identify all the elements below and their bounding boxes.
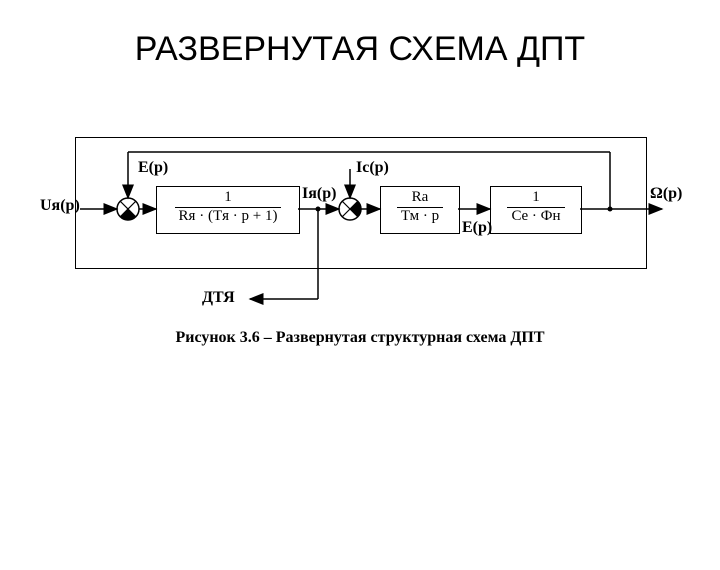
label-dtya: ДТЯ — [202, 289, 235, 307]
dtya-tap — [250, 207, 321, 300]
label-output: Ω(p) — [650, 185, 682, 203]
label-dist: Ic(p) — [356, 159, 389, 177]
label-mid: Iя(p) — [302, 185, 336, 203]
label-fb: E(p) — [138, 159, 168, 177]
page-title: РАЗВЕРНУТАЯ СХЕМА ДПТ — [0, 30, 720, 69]
label-afterb2: E(p) — [462, 219, 492, 237]
figure-caption: Рисунок 3.6 – Развернутая структурная сх… — [50, 329, 670, 347]
label-input: Uя(p) — [40, 197, 80, 215]
block-diagram: 1 Rя · (Tя · p + 1) Ra Тм · p 1 Ce · Фн — [50, 129, 670, 339]
sum-junction-2 — [339, 198, 361, 220]
sum-junction-1 — [117, 198, 139, 220]
